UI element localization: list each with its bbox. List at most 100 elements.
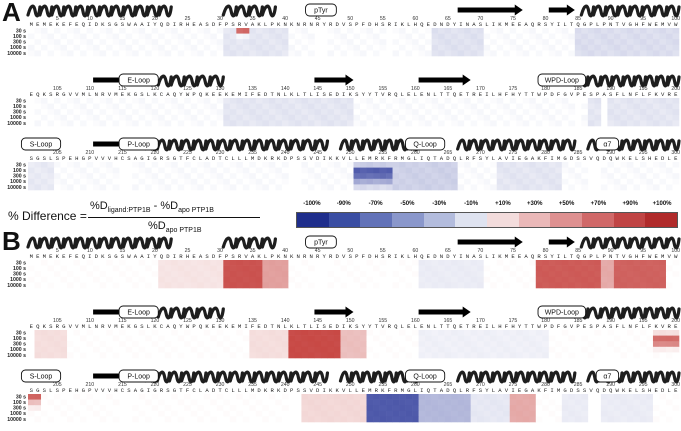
heatmap-cell — [600, 265, 608, 272]
heatmap-cell — [158, 184, 166, 191]
heatmap-cell — [60, 271, 68, 278]
heatmap-cell — [464, 276, 471, 283]
heatmap-cell — [314, 98, 322, 104]
heatmap-cell — [555, 405, 563, 412]
heatmap-cell — [119, 44, 126, 51]
heatmap-cell — [522, 265, 530, 272]
residue-letter: A — [134, 387, 138, 394]
heatmap-cell — [281, 98, 289, 104]
heatmap-cell — [164, 335, 172, 342]
heatmap-cell — [190, 103, 198, 110]
heatmap-cell — [399, 120, 406, 127]
heatmap-cell — [425, 416, 432, 423]
residue-letter: E — [655, 21, 659, 28]
residue-letter: E — [62, 253, 66, 260]
heatmap-cell — [438, 410, 445, 417]
timepoint-label: 10000 s — [7, 185, 26, 191]
residue-letter: M — [368, 387, 371, 394]
heatmap-cell — [477, 98, 484, 104]
heatmap-cell — [451, 167, 458, 174]
residue-letter: E — [518, 21, 522, 28]
heatmap-cell — [646, 33, 654, 40]
heatmap-cell — [301, 114, 309, 121]
heatmap-cell — [555, 346, 563, 353]
heatmap-cell — [138, 178, 146, 185]
heatmap-cell — [529, 394, 537, 400]
residue-letter: A — [205, 387, 209, 394]
heatmap-cell — [470, 44, 478, 51]
heatmap-cell — [555, 410, 563, 417]
heatmap-cell — [672, 394, 680, 400]
residue-letter: L — [414, 91, 417, 98]
heatmap-cell — [223, 405, 231, 412]
residue-letter: G — [524, 387, 528, 394]
heatmap-cell — [93, 120, 100, 127]
heatmap-cell — [451, 28, 458, 34]
domain-label-box — [537, 305, 587, 319]
heatmap-cell — [366, 276, 374, 283]
heatmap-cell — [275, 98, 283, 104]
heatmap-cell — [171, 282, 179, 289]
heatmap-cell — [496, 410, 504, 417]
heatmap-cell — [294, 98, 302, 104]
heatmap-cell — [268, 162, 276, 168]
heatmap-cell — [613, 50, 621, 57]
heatmap-cell — [438, 173, 445, 180]
heatmap-cell — [93, 109, 100, 116]
residue-letter: K — [264, 387, 268, 394]
heatmap-cell — [620, 98, 628, 104]
heatmap-cell — [119, 335, 126, 342]
heatmap-cell — [516, 260, 524, 266]
heatmap-cell — [190, 114, 198, 121]
residue-number: 175 — [509, 86, 518, 92]
heatmap-cell — [503, 330, 511, 336]
heatmap-cell — [288, 330, 296, 336]
residue-letter: D — [446, 155, 450, 162]
heatmap-cell — [132, 178, 139, 185]
residue-letter: G — [82, 155, 86, 162]
heatmap-cell — [516, 341, 524, 348]
heatmap-cell — [54, 276, 61, 283]
residue-number: 140 — [281, 318, 290, 324]
heatmap-cell — [216, 173, 224, 180]
heatmap-cell — [145, 416, 152, 423]
heatmap-cell — [164, 162, 172, 168]
residue-letter: F — [362, 253, 365, 260]
heatmap-cell — [184, 28, 192, 34]
heatmap-cell — [522, 50, 530, 57]
heatmap-cell — [516, 28, 524, 34]
heatmap-cell — [594, 109, 602, 116]
residue-number: 295 — [639, 382, 648, 388]
heatmap-cell — [613, 109, 621, 116]
heatmap-cell — [568, 260, 576, 266]
heatmap-cell — [268, 120, 276, 127]
heatmap-cell — [626, 330, 634, 336]
heatmap-cell — [255, 162, 263, 168]
heatmap-cell — [294, 282, 302, 289]
residue-letter: K — [381, 155, 385, 162]
residue-letter: D — [264, 91, 268, 98]
heatmap-cell — [620, 416, 628, 423]
heatmap-cell — [373, 50, 380, 57]
heatmap-cell — [112, 276, 120, 283]
residue-letter: L — [244, 387, 247, 394]
residue-number: 125 — [183, 318, 192, 324]
heatmap-cell — [373, 276, 380, 283]
heatmap-cell — [568, 405, 576, 412]
heatmap-cell — [360, 260, 367, 266]
heatmap-cell — [158, 109, 166, 116]
heatmap-cell — [184, 276, 192, 283]
residue-letter: G — [524, 155, 528, 162]
heatmap-cell — [672, 184, 680, 191]
heatmap-cell — [171, 184, 179, 191]
heatmap-cell — [659, 335, 667, 342]
heatmap-cell — [301, 50, 309, 57]
heatmap-cell — [646, 103, 654, 110]
heatmap-cell — [34, 335, 42, 342]
heatmap-cell — [333, 44, 341, 51]
residue-letter: Q — [453, 91, 457, 98]
heatmap-cell — [659, 394, 667, 400]
heatmap-cell — [561, 330, 569, 336]
